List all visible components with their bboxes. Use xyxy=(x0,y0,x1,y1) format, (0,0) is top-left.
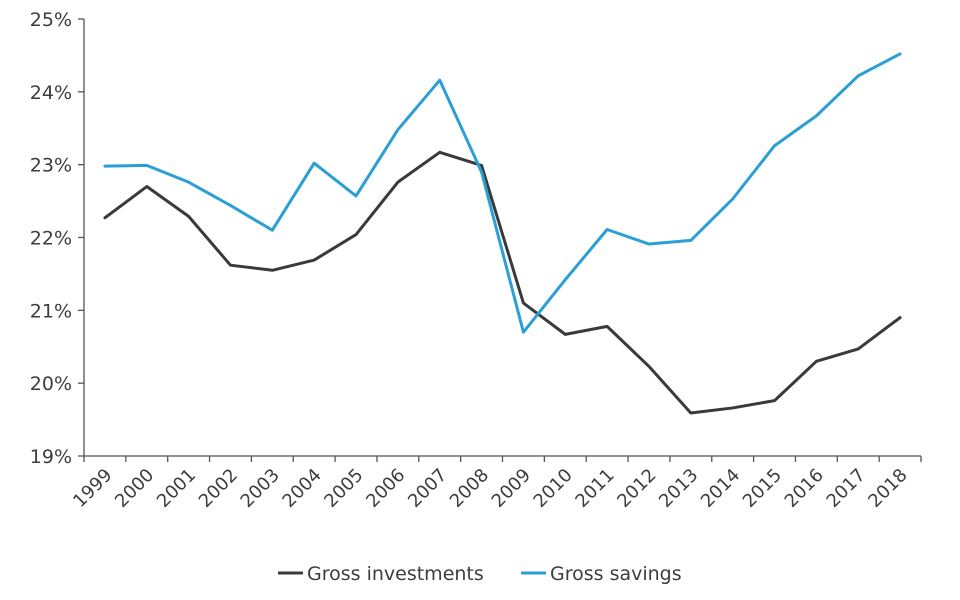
y-tick-label: 24% xyxy=(30,82,72,104)
legend-item-gross-investments: Gross investments xyxy=(278,563,484,585)
legend-item-gross-savings: Gross savings xyxy=(521,563,682,585)
series-line-gross-investments xyxy=(103,150,902,415)
series-lines xyxy=(103,52,902,415)
series-line-gross-savings xyxy=(103,52,902,334)
x-tick-label: 2016 xyxy=(781,465,828,512)
x-tick-label: 2001 xyxy=(153,465,200,512)
x-tick-label: 2004 xyxy=(278,465,325,512)
x-tick-label: 2013 xyxy=(655,465,702,512)
x-tick-label: 2000 xyxy=(111,465,158,512)
y-axis-ticks: 19% 20% 21% 22% 23% 24% 25% xyxy=(30,9,84,468)
x-tick-label: 2017 xyxy=(823,465,870,512)
x-tick-label: 2008 xyxy=(446,465,493,512)
x-tick-label: 2002 xyxy=(195,465,242,512)
y-tick-label: 21% xyxy=(30,300,72,322)
y-tick-label: 22% xyxy=(30,228,72,250)
x-tick-label: 2012 xyxy=(613,465,660,512)
y-tick-label: 25% xyxy=(30,9,72,31)
x-tick-label: 2018 xyxy=(864,465,911,512)
legend-label-gross-investments: Gross investments xyxy=(307,563,484,585)
legend-label-gross-savings: Gross savings xyxy=(550,563,682,585)
x-tick-label: 2015 xyxy=(739,465,786,512)
x-tick-label: 2007 xyxy=(404,465,451,512)
x-axis-ticks: 1999200020012002200320042005200620072008… xyxy=(69,456,922,512)
x-tick-label: 2003 xyxy=(237,465,284,512)
x-tick-label: 2011 xyxy=(571,465,618,512)
y-tick-label: 23% xyxy=(30,155,72,177)
x-tick-label: 2014 xyxy=(697,465,744,512)
x-tick-label: 2006 xyxy=(362,465,409,512)
x-tick-label: 2010 xyxy=(530,465,577,512)
y-tick-label: 19% xyxy=(30,446,72,468)
y-tick-label: 20% xyxy=(30,373,72,395)
x-tick-label: 1999 xyxy=(69,465,116,512)
x-tick-label: 2005 xyxy=(320,465,367,512)
x-tick-label: 2009 xyxy=(488,465,535,512)
legend: Gross investments Gross savings xyxy=(278,563,682,585)
